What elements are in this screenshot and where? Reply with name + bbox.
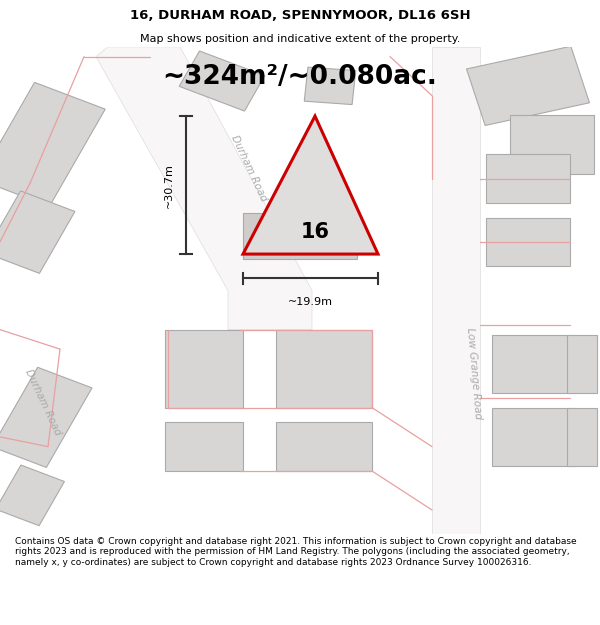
Polygon shape (276, 329, 372, 408)
Polygon shape (467, 46, 589, 126)
Polygon shape (567, 334, 597, 393)
Polygon shape (492, 408, 576, 466)
Text: Durham Road: Durham Road (229, 134, 269, 203)
Text: Map shows position and indicative extent of the property.: Map shows position and indicative extent… (140, 34, 460, 44)
Text: ~30.7m: ~30.7m (164, 162, 174, 208)
Polygon shape (432, 47, 480, 534)
Polygon shape (0, 465, 64, 526)
Polygon shape (486, 217, 570, 266)
Polygon shape (243, 116, 378, 254)
Polygon shape (492, 334, 576, 393)
Polygon shape (165, 329, 243, 408)
Polygon shape (304, 67, 356, 104)
Text: 16, DURHAM ROAD, SPENNYMOOR, DL16 6SH: 16, DURHAM ROAD, SPENNYMOOR, DL16 6SH (130, 9, 470, 22)
Polygon shape (486, 154, 570, 203)
Polygon shape (96, 47, 312, 329)
Polygon shape (165, 422, 243, 471)
Polygon shape (0, 82, 105, 206)
Polygon shape (567, 408, 597, 466)
Polygon shape (243, 213, 357, 259)
Text: Durham Road: Durham Road (23, 368, 63, 438)
Polygon shape (0, 368, 92, 468)
Polygon shape (276, 422, 372, 471)
Polygon shape (510, 115, 594, 174)
Text: Low Grange Road: Low Grange Road (465, 328, 483, 420)
Text: ~19.9m: ~19.9m (288, 297, 333, 307)
Text: Contains OS data © Crown copyright and database right 2021. This information is : Contains OS data © Crown copyright and d… (15, 537, 577, 567)
Text: ~324m²/~0.080ac.: ~324m²/~0.080ac. (163, 64, 437, 90)
Polygon shape (179, 51, 265, 111)
Polygon shape (0, 191, 75, 273)
Text: 16: 16 (301, 222, 329, 242)
